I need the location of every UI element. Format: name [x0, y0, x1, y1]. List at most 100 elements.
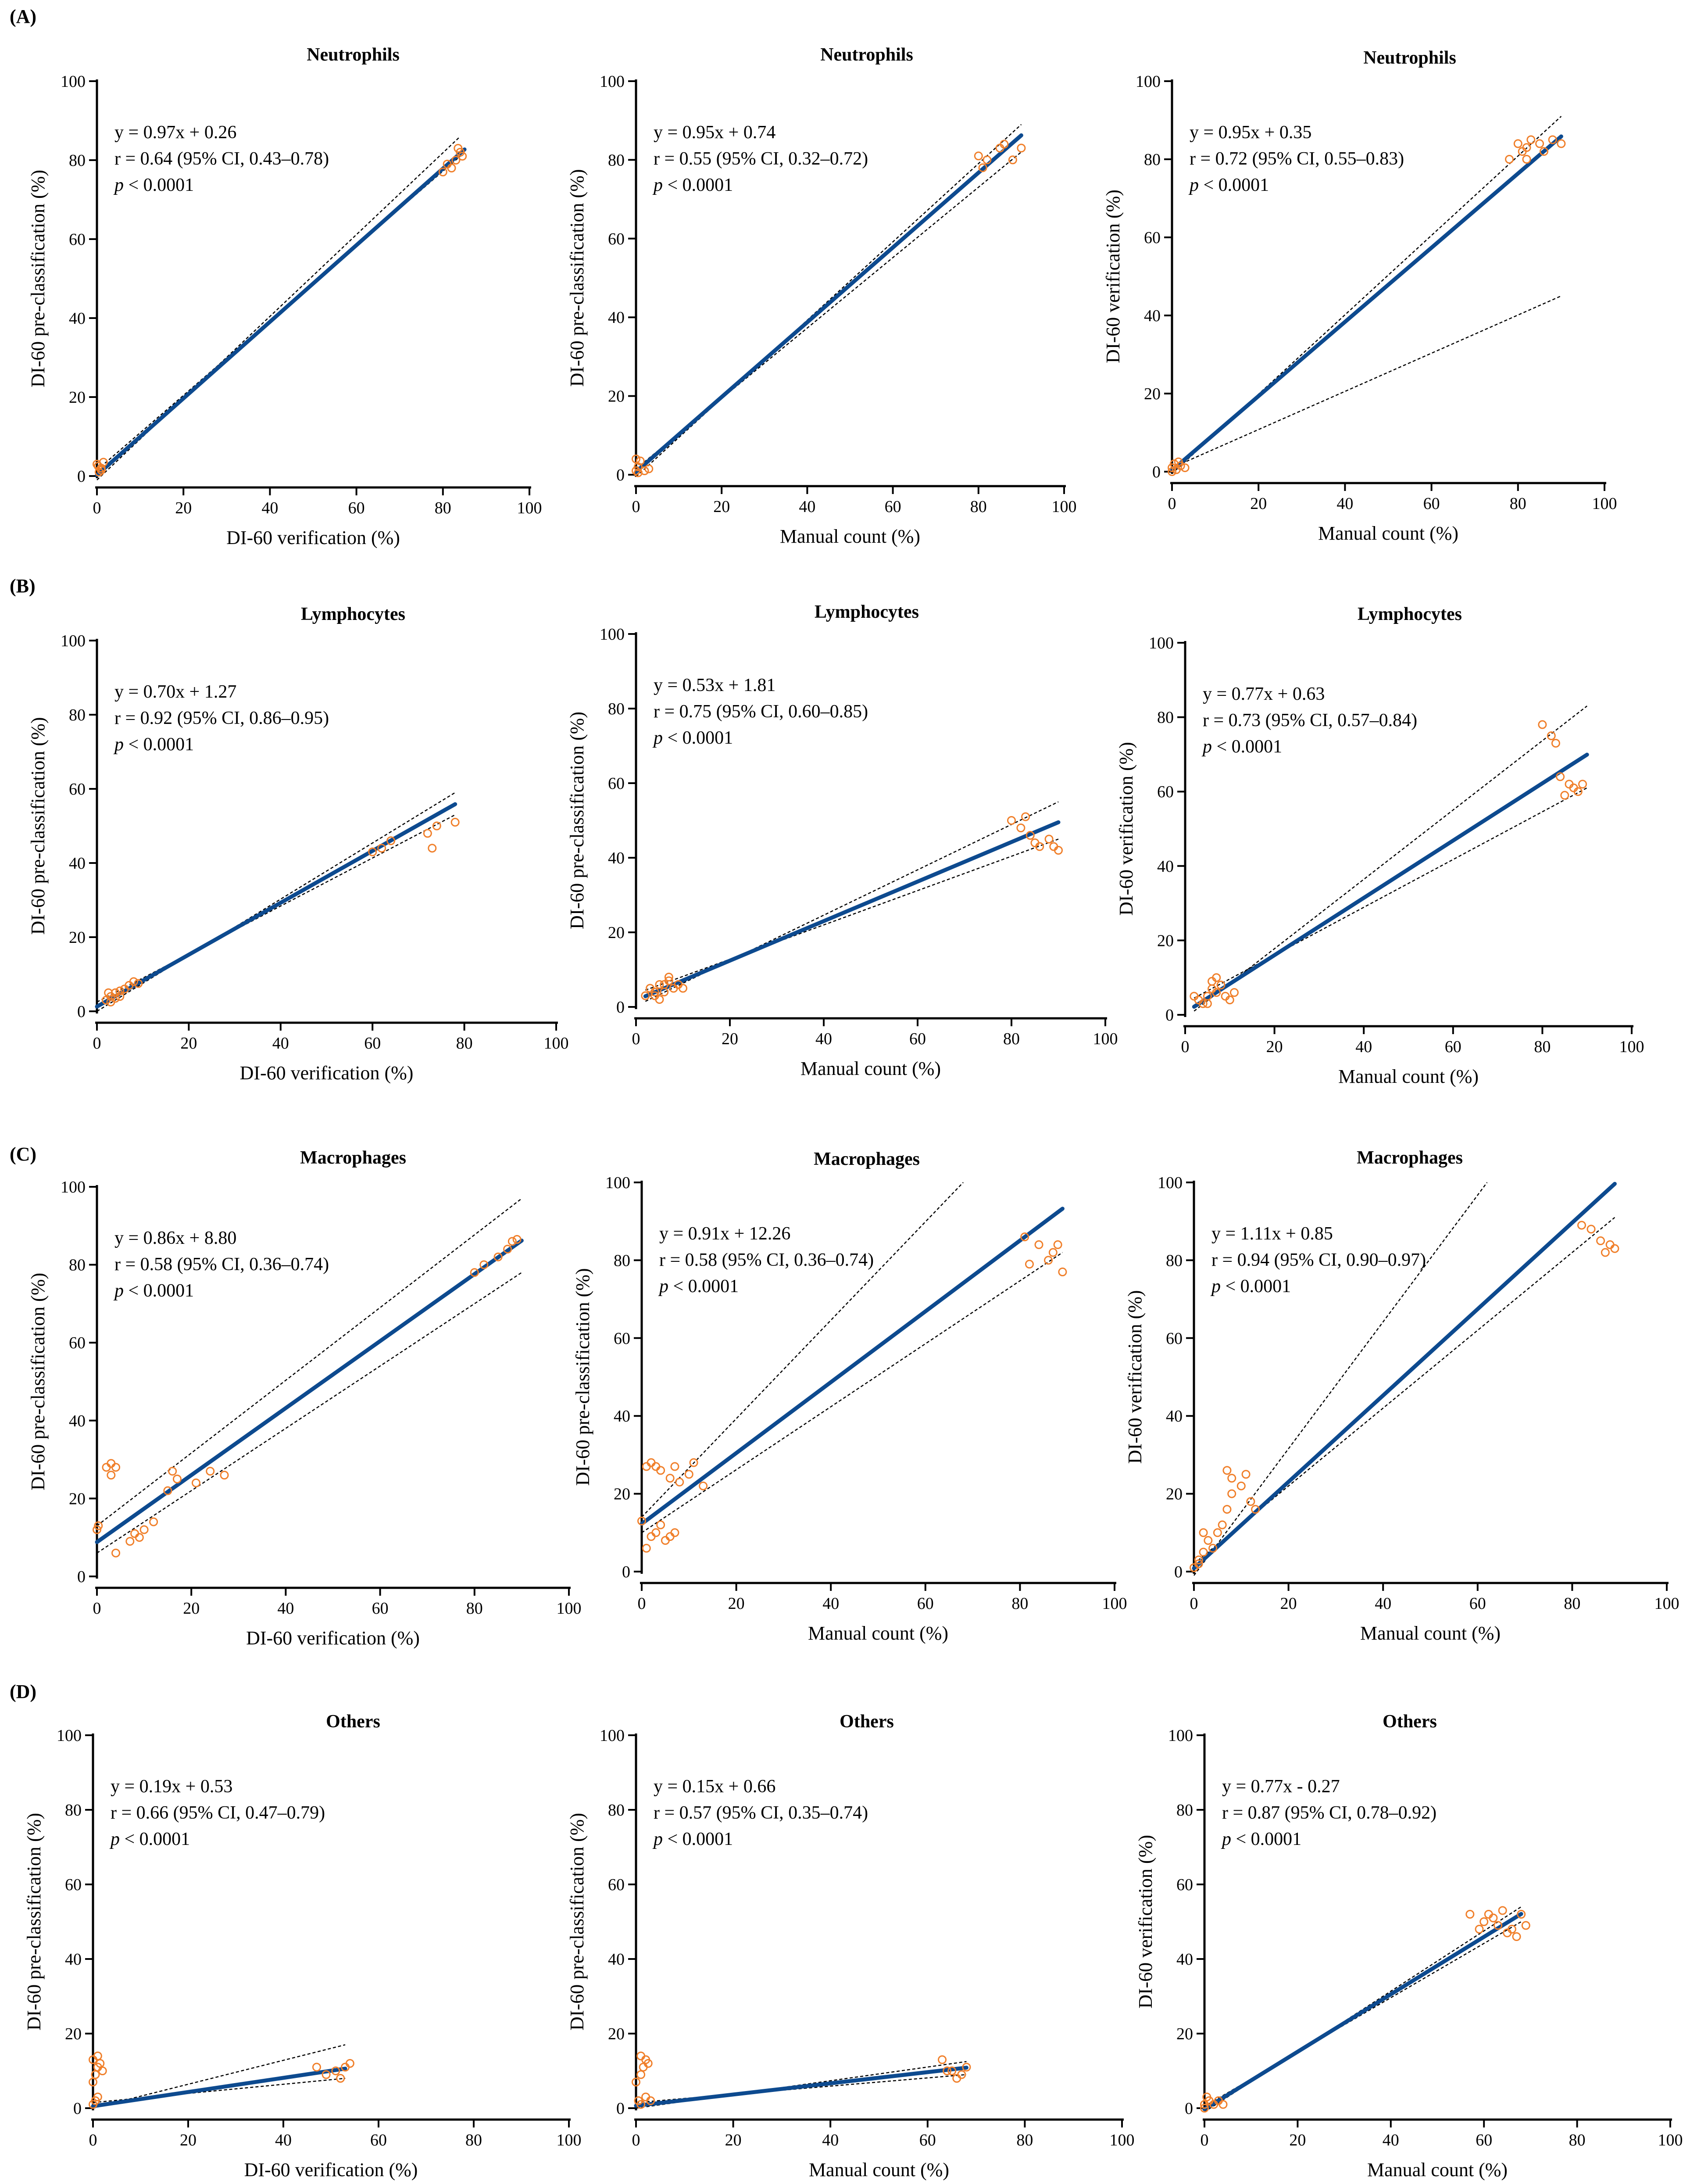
data-point [636, 456, 645, 466]
data-point [1556, 772, 1565, 781]
data-point [1218, 2100, 1228, 2109]
chart-6: Lymphocytes 0 20 40 60 80 100 0 20 40 60 80 100 Manua… [1115, 604, 1644, 1087]
x-axis-label: DI-60 verification (%) [226, 527, 400, 548]
x-tick-label: 60 [1476, 2131, 1492, 2149]
y-tick-label: 60 [1144, 229, 1161, 247]
x-tick-label: 60 [919, 2131, 936, 2149]
data-point [450, 818, 460, 827]
y-tick-label: 40 [69, 854, 86, 873]
data-point [1605, 1240, 1615, 1249]
data-point [125, 1537, 135, 1546]
data-point [1058, 1268, 1067, 1277]
data-point [438, 168, 447, 176]
y-tick-label: 60 [1157, 783, 1174, 801]
data-point [139, 1525, 149, 1534]
y-tick-label: 60 [69, 1334, 86, 1352]
data-point [111, 1548, 121, 1558]
p-symbol: p [109, 1829, 120, 1849]
data-point [656, 1520, 665, 1529]
data-point [458, 152, 467, 161]
x-tick-label: 60 [909, 1030, 926, 1048]
data-point [1000, 140, 1009, 149]
y-tick-label: 60 [608, 774, 625, 793]
plots-layer: Neutrophils 0 20 40 60 80 100 0 20 40 60 80 100 DI-60… [23, 45, 1683, 2181]
data-point [675, 1477, 684, 1486]
x-axis-label: Manual count (%) [780, 526, 920, 547]
data-point [428, 844, 437, 853]
data-point [642, 1462, 651, 1471]
x-tick-label: 20 [1289, 2131, 1306, 2149]
y-tick-label: 0 [77, 467, 86, 486]
data-point [107, 1459, 116, 1468]
p-symbol: p [1221, 1829, 1231, 1849]
y-tick-label: 20 [608, 924, 625, 942]
data-point [1225, 996, 1234, 1005]
y-tick-label: 20 [1176, 2025, 1193, 2043]
data-point [368, 847, 377, 856]
data-point [1578, 780, 1587, 789]
data-point [443, 160, 452, 168]
y-tick-label: 40 [69, 309, 86, 328]
ci-lower-line [1193, 787, 1587, 999]
regression-line [643, 820, 1061, 999]
data-point [220, 1471, 229, 1480]
chart-title: Others [1383, 1712, 1437, 1732]
x-tick-label: 60 [885, 498, 901, 516]
data-point [664, 973, 673, 981]
x-tick-label: 80 [1534, 1038, 1551, 1056]
y-tick-label: 40 [69, 1412, 86, 1430]
data-point [129, 977, 138, 986]
y-tick-label: 40 [1157, 857, 1174, 876]
data-point [479, 1260, 489, 1269]
data-point [111, 994, 120, 1003]
data-point [451, 156, 461, 165]
correlation-text: r = 0.92 (95% CI, 0.86–0.95) [114, 708, 329, 728]
data-point [149, 1517, 158, 1526]
data-point [1475, 1925, 1484, 1934]
data-point [107, 1471, 116, 1480]
y-tick-label: 100 [61, 632, 86, 650]
y-tick-label: 0 [1165, 1006, 1174, 1024]
data-point [1560, 791, 1569, 800]
data-point [1044, 834, 1054, 844]
regression-line [634, 2066, 968, 2108]
regression-line [95, 802, 457, 1009]
data-point [1034, 1240, 1043, 1249]
data-point [1025, 1260, 1034, 1269]
x-axis-label: Manual count (%) [1360, 1622, 1501, 1644]
regression-line [640, 1207, 1065, 1526]
y-tick-label: 20 [608, 2025, 625, 2043]
data-point [1008, 155, 1017, 165]
p-value: < 0.0001 [1231, 1829, 1301, 1849]
regression-equation: y = 0.15x + 0.66 [654, 1776, 775, 1797]
p-symbol: p [113, 1281, 124, 1301]
data-point [1194, 1559, 1203, 1569]
x-tick-label: 80 [456, 1034, 473, 1053]
data-point [1212, 973, 1221, 982]
ci-upper-line [96, 136, 461, 480]
x-tick-label: 60 [372, 1599, 389, 1618]
chart-title: Lymphocytes [301, 604, 405, 624]
data-point [679, 984, 687, 993]
data-point [665, 1474, 675, 1483]
data-point [1199, 1547, 1208, 1557]
y-axis-label: DI-60 verification (%) [1135, 1835, 1156, 2009]
regression-line [95, 147, 467, 477]
chart-title: Macrophages [814, 1149, 920, 1169]
y-axis-label: DI-60 pre-classification (%) [27, 1273, 49, 1490]
correlation-text: r = 0.94 (95% CI, 0.90–0.97) [1211, 1250, 1426, 1270]
x-tick-label: 20 [1280, 1594, 1297, 1613]
x-tick-label: 0 [93, 499, 101, 517]
x-tick-label: 60 [917, 1594, 934, 1613]
p-value-text: p < 0.0001 [113, 734, 194, 755]
x-tick-label: 0 [1168, 494, 1176, 513]
data-point [206, 1467, 215, 1476]
data-point [1054, 846, 1063, 855]
correlation-text: r = 0.87 (95% CI, 0.78–0.92) [1222, 1803, 1436, 1823]
y-tick-label: 100 [600, 1726, 625, 1745]
x-tick-label: 20 [713, 498, 730, 516]
p-value-text: p < 0.0001 [1221, 1829, 1301, 1849]
y-tick-label: 20 [69, 388, 86, 407]
x-axis-label: Manual count (%) [809, 2159, 949, 2181]
data-point [1212, 988, 1221, 997]
